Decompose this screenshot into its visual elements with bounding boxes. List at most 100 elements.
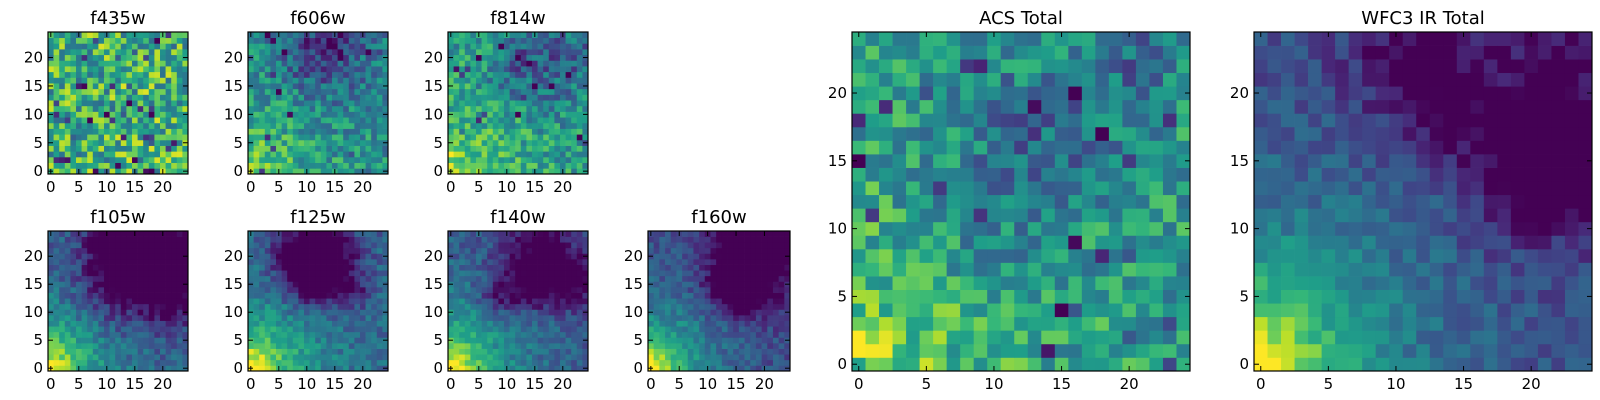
heatmap-cell bbox=[259, 264, 266, 271]
heatmap-cell bbox=[448, 326, 454, 333]
heatmap-cell bbox=[70, 168, 77, 175]
heatmap-cell bbox=[76, 303, 82, 310]
heatmap-cell bbox=[576, 231, 583, 237]
heatmap-cell bbox=[1095, 303, 1110, 318]
heatmap-cell bbox=[176, 60, 183, 67]
heatmap-cell bbox=[852, 303, 866, 318]
heatmap-cell bbox=[727, 359, 734, 366]
heatmap-cell bbox=[755, 343, 762, 349]
heatmap-cell bbox=[755, 326, 762, 333]
heatmap-cell bbox=[109, 117, 116, 124]
heatmap-cell bbox=[165, 32, 172, 39]
heatmap-cell bbox=[298, 60, 305, 67]
heatmap-cell bbox=[360, 105, 366, 112]
heatmap-cell bbox=[253, 94, 260, 101]
heatmap-cell bbox=[755, 247, 762, 254]
heatmap-cell bbox=[326, 253, 333, 260]
heatmap-cell bbox=[487, 247, 494, 254]
heatmap-cell bbox=[109, 359, 116, 366]
heatmap-cell bbox=[64, 168, 71, 175]
heatmap-cell bbox=[453, 134, 460, 141]
heatmap-cell bbox=[148, 122, 155, 129]
heatmap-cell bbox=[537, 331, 544, 338]
heatmap-cell bbox=[543, 253, 550, 260]
heatmap-cell bbox=[315, 298, 322, 305]
heatmap-cell bbox=[70, 122, 77, 129]
heatmap-cell bbox=[1000, 262, 1015, 277]
heatmap-cell bbox=[126, 309, 133, 316]
heatmap-cell bbox=[115, 139, 122, 146]
heatmap-cell bbox=[109, 259, 116, 265]
heatmap-cell bbox=[464, 128, 471, 135]
heatmap-cell bbox=[492, 71, 499, 78]
heatmap-cell bbox=[264, 49, 271, 56]
heatmap-cell bbox=[919, 167, 934, 182]
heatmap-cell bbox=[548, 60, 555, 67]
heatmap-cell bbox=[767, 343, 774, 349]
heatmap-cell bbox=[520, 156, 527, 163]
heatmap-cell bbox=[670, 281, 677, 288]
heatmap-cell bbox=[453, 242, 460, 249]
heatmap-cell bbox=[276, 281, 282, 288]
heatmap-cell bbox=[276, 359, 282, 366]
heatmap-cell bbox=[744, 320, 751, 327]
heatmap-cell bbox=[64, 236, 71, 243]
heatmap-cell bbox=[137, 275, 144, 282]
heatmap-cell bbox=[298, 365, 305, 372]
heatmap-cell bbox=[59, 88, 66, 95]
heatmap-cell bbox=[750, 365, 757, 372]
heatmap-cell bbox=[761, 359, 768, 366]
heatmap-cell bbox=[504, 43, 510, 50]
heatmap-cell bbox=[1095, 167, 1110, 182]
heatmap-cell bbox=[92, 100, 99, 107]
heatmap-cell bbox=[554, 343, 561, 349]
heatmap-cell bbox=[548, 151, 555, 158]
heatmap-cell bbox=[182, 162, 189, 169]
heatmap-cell bbox=[109, 139, 116, 146]
heatmap-cell bbox=[476, 83, 482, 90]
heatmap-cell bbox=[520, 275, 527, 282]
heatmap-cell bbox=[160, 54, 166, 61]
heatmap-cell bbox=[292, 270, 299, 277]
heatmap-cell bbox=[176, 66, 183, 73]
heatmap-cell bbox=[733, 242, 740, 249]
heatmap-cell bbox=[554, 337, 561, 344]
heatmap-cell bbox=[464, 365, 471, 372]
heatmap-cell bbox=[292, 253, 299, 260]
heatmap-cell bbox=[332, 331, 338, 338]
heatmap-cell bbox=[326, 94, 333, 101]
heatmap-cell bbox=[104, 315, 110, 321]
heatmap-cell bbox=[320, 111, 327, 118]
heatmap-cell bbox=[76, 122, 82, 129]
heatmap-cell bbox=[498, 88, 505, 95]
heatmap-cell bbox=[448, 37, 454, 44]
heatmap-cell bbox=[693, 247, 700, 254]
heatmap-cell bbox=[76, 71, 82, 78]
y-tick-label: 0 bbox=[33, 162, 43, 180]
heatmap-cell bbox=[171, 315, 178, 321]
heatmap-cell bbox=[852, 167, 866, 182]
heatmap-cell bbox=[767, 242, 774, 249]
heatmap-cell bbox=[171, 236, 178, 243]
heatmap-cell bbox=[143, 156, 150, 163]
heatmap-cell bbox=[532, 331, 538, 338]
heatmap-cell bbox=[560, 320, 566, 327]
heatmap-cell bbox=[571, 242, 578, 249]
heatmap-cell bbox=[515, 139, 522, 146]
heatmap-cell bbox=[120, 287, 127, 293]
heatmap-cell bbox=[960, 248, 975, 263]
heatmap-cell bbox=[64, 292, 71, 299]
heatmap-cell bbox=[376, 315, 383, 321]
heatmap-cell bbox=[76, 134, 82, 141]
heatmap-cell bbox=[382, 49, 389, 56]
y-tick-label: 15 bbox=[224, 77, 243, 95]
heatmap-cell bbox=[365, 365, 372, 372]
heatmap-cell bbox=[459, 275, 466, 282]
heatmap-cell bbox=[537, 231, 544, 237]
heatmap-cell bbox=[98, 151, 105, 158]
heatmap-cell bbox=[548, 168, 555, 175]
heatmap-cell bbox=[509, 139, 516, 146]
heatmap-cell bbox=[264, 77, 271, 84]
heatmap-cell bbox=[515, 151, 522, 158]
heatmap-cell bbox=[343, 105, 350, 112]
